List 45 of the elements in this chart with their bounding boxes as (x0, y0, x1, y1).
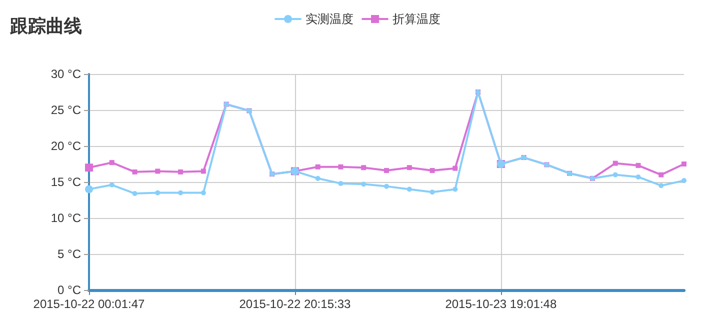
y-tick-label: 20 °C (50, 139, 82, 153)
x-tick-label: 2015-10-22 00:01:47 (33, 297, 146, 311)
point (109, 160, 114, 166)
point (200, 190, 206, 196)
point (636, 162, 641, 168)
legend-label: 实测温度 (306, 12, 354, 26)
point (315, 176, 320, 181)
point (315, 164, 320, 170)
y-tick-label: 30 °C (50, 67, 82, 81)
y-tick-label: 15 °C (50, 175, 82, 189)
point (178, 190, 184, 196)
point (338, 164, 344, 170)
point (612, 172, 618, 178)
point (406, 165, 412, 170)
y-tick-label: 10 °C (50, 211, 82, 225)
point (155, 190, 160, 196)
point (200, 168, 206, 174)
legend-label: 折算温度 (392, 12, 440, 26)
point (682, 178, 686, 184)
point (361, 165, 366, 170)
point (178, 169, 184, 174)
point (452, 186, 458, 192)
point (682, 162, 686, 166)
point (612, 160, 618, 166)
point (430, 190, 435, 195)
point (636, 174, 641, 180)
point (338, 180, 344, 186)
point (658, 172, 664, 178)
point (109, 182, 114, 188)
y-tick-label: 25 °C (50, 103, 82, 117)
point (132, 169, 138, 174)
point (132, 191, 138, 196)
y-tick-label: 0 °C (58, 283, 82, 297)
point (155, 168, 160, 174)
point (658, 183, 664, 188)
point (384, 168, 389, 173)
x-tick-label: 2015-10-22 20:15:33 (239, 297, 351, 311)
chart-title: 跟踪曲线 (9, 16, 82, 36)
point (406, 186, 412, 192)
x-tick-label: 2015-10-23 19:01:48 (445, 297, 557, 311)
point (384, 184, 389, 189)
y-tick-label: 5 °C (58, 247, 82, 261)
point (452, 166, 458, 171)
point (430, 168, 435, 173)
point (361, 182, 366, 187)
